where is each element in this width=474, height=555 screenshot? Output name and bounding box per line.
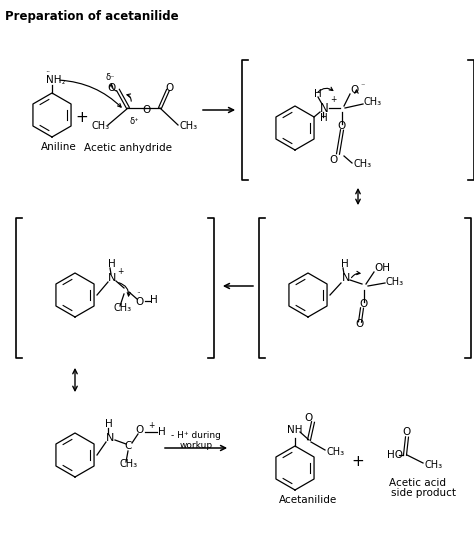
Text: O: O	[403, 427, 411, 437]
Text: +: +	[352, 455, 365, 470]
Text: NH: NH	[46, 75, 62, 85]
Text: Preparation of acetanilide: Preparation of acetanilide	[5, 10, 179, 23]
Text: H: H	[158, 427, 166, 437]
Text: H: H	[150, 295, 158, 305]
Text: O: O	[350, 85, 358, 95]
Text: N: N	[106, 433, 114, 443]
Text: CH₃: CH₃	[425, 460, 443, 470]
Text: CH₃: CH₃	[92, 121, 110, 131]
Text: ··: ··	[136, 290, 141, 299]
Text: δ⁺: δ⁺	[130, 118, 140, 127]
Text: CH₃: CH₃	[364, 97, 382, 107]
Text: CH₃: CH₃	[120, 459, 138, 469]
Text: O: O	[166, 83, 174, 93]
Text: side product: side product	[391, 488, 456, 498]
Text: O: O	[330, 155, 338, 165]
Text: O: O	[360, 299, 368, 309]
Text: +: +	[148, 421, 155, 431]
Text: O: O	[108, 83, 116, 93]
Text: N: N	[108, 273, 116, 283]
Text: CH₃: CH₃	[180, 121, 198, 131]
Text: CH₃: CH₃	[327, 447, 345, 457]
Text: Acetanilide: Acetanilide	[279, 495, 337, 505]
Text: HO: HO	[387, 450, 403, 460]
Text: CH₃: CH₃	[114, 303, 132, 313]
Text: O: O	[143, 105, 151, 115]
Text: +: +	[76, 110, 88, 125]
Text: H: H	[341, 259, 349, 269]
Text: OH: OH	[374, 263, 390, 273]
Text: workup: workup	[180, 441, 212, 451]
Text: CH₃: CH₃	[386, 277, 404, 287]
Text: Aniline: Aniline	[41, 142, 77, 152]
Text: - H⁺ during: - H⁺ during	[171, 431, 221, 441]
Text: ₂: ₂	[62, 78, 65, 87]
Text: CH₃: CH₃	[354, 159, 372, 169]
Text: O: O	[136, 425, 144, 435]
Text: +: +	[330, 95, 337, 104]
Text: O: O	[305, 413, 313, 423]
Text: H: H	[314, 89, 322, 99]
Text: H: H	[108, 259, 116, 269]
Text: C: C	[124, 441, 132, 451]
Text: O: O	[338, 121, 346, 131]
Text: NH: NH	[287, 425, 302, 435]
Text: +: +	[117, 266, 123, 275]
Text: O: O	[356, 319, 364, 329]
Text: N: N	[319, 102, 328, 114]
Text: ⁻: ⁻	[360, 82, 365, 90]
Text: Acetic anhydride: Acetic anhydride	[84, 143, 172, 153]
Text: H: H	[105, 419, 113, 429]
Text: Acetic acid: Acetic acid	[389, 478, 446, 488]
Text: O: O	[136, 297, 144, 307]
Text: ··: ··	[45, 68, 50, 78]
Text: H: H	[320, 113, 328, 123]
Text: δ⁻: δ⁻	[106, 73, 116, 83]
Text: N: N	[342, 273, 350, 283]
